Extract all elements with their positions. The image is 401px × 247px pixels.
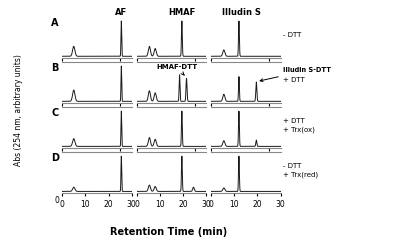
Text: Abs (254 nm, arbitrary units): Abs (254 nm, arbitrary units) — [14, 54, 22, 166]
Text: Illudin S-DTT: Illudin S-DTT — [260, 67, 331, 82]
Text: - DTT
+ Trx(red): - DTT + Trx(red) — [284, 163, 319, 178]
Text: Illudin S: Illudin S — [221, 8, 260, 17]
Text: A: A — [51, 18, 59, 28]
Text: HMAF-DTT: HMAF-DTT — [156, 64, 197, 75]
Text: + DTT: + DTT — [284, 78, 305, 83]
Text: + DTT
+ Trx(ox): + DTT + Trx(ox) — [284, 118, 315, 133]
Text: B: B — [51, 63, 59, 73]
Text: HMAF: HMAF — [168, 8, 196, 17]
Text: AF: AF — [115, 8, 128, 17]
Text: D: D — [51, 153, 59, 163]
Text: - DTT: - DTT — [284, 32, 302, 38]
Text: C: C — [51, 108, 59, 118]
Text: Retention Time (min): Retention Time (min) — [110, 227, 227, 237]
Text: 0: 0 — [55, 196, 59, 205]
